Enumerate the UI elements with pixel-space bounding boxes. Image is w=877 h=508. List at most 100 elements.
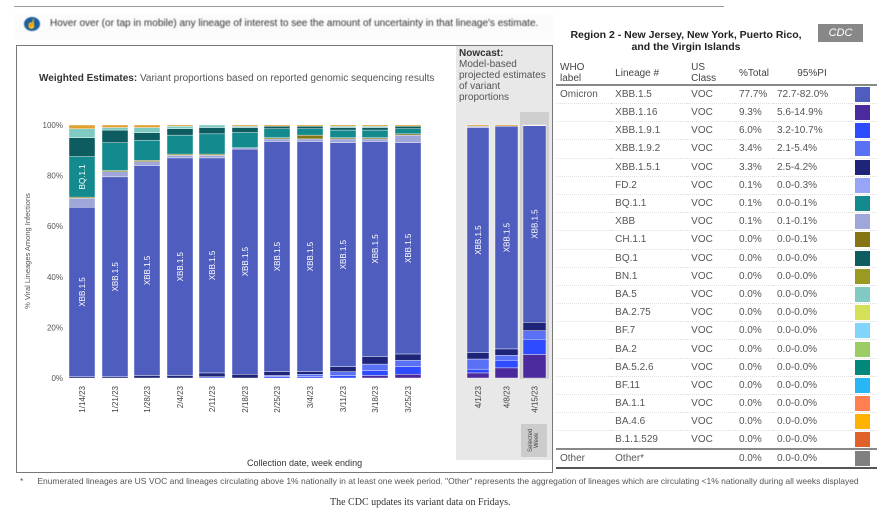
bar-segment-ba-5[interactable] (101, 127, 129, 131)
bar-segment-bq-1[interactable] (263, 126, 291, 129)
bar-segment-xbb-1-5[interactable] (361, 141, 389, 357)
bar-segment-bq-1[interactable] (166, 128, 194, 136)
bar-segment-xbb-1-5-1[interactable] (329, 366, 357, 372)
bar-segment-other[interactable] (101, 124, 129, 128)
bar-segment-bq-1-1[interactable] (296, 128, 324, 136)
bar-segment-bq-1-1[interactable] (166, 134, 194, 155)
lineage-row[interactable]: BA.5.2.6 VOC 0.0% 0.0-0.0% (556, 358, 877, 377)
bar-segment-xbb-1-5-1[interactable] (494, 348, 519, 356)
bar-segment-xbb[interactable] (394, 134, 422, 143)
bar-segment-other[interactable] (296, 124, 324, 127)
bar-segment-bq-1[interactable] (296, 126, 324, 129)
bar-segment-xbb-1-9-2[interactable] (296, 374, 324, 377)
bar-segment-bq-1[interactable] (394, 126, 422, 129)
bar-segment-xbb-1-9-1[interactable] (329, 375, 357, 379)
bar-segment-xbb-1-5-1[interactable] (522, 322, 547, 331)
bar-segment-other[interactable] (231, 124, 259, 127)
bar-segment-xbb-1-9-2[interactable] (329, 371, 357, 376)
bar-segment-other[interactable] (394, 124, 422, 127)
bar-segment-xbb-1-5-1[interactable] (231, 374, 259, 379)
bar-segment-xbb-1-9-1[interactable] (522, 339, 547, 355)
bar-segment-xbb-1-5-1[interactable] (263, 371, 291, 376)
bar-segment-ba-5[interactable] (68, 128, 96, 138)
bar-segment-xbb[interactable] (361, 138, 389, 142)
bar-segment-xbb-1-9-1[interactable] (494, 360, 519, 369)
bar-segment-xbb-1-9-1[interactable] (361, 370, 389, 376)
bar-segment-bq-1[interactable] (133, 132, 161, 141)
lineage-row[interactable]: BN.1 VOC 0.0% 0.0-0.0% (556, 267, 877, 286)
bar-segment-xbb-1-16[interactable] (494, 367, 519, 379)
selected-week-badge[interactable]: Selected Week (521, 424, 547, 457)
bar-segment-xbb[interactable] (133, 161, 161, 166)
bar-segment-xbb[interactable] (166, 155, 194, 159)
lineage-row[interactable]: B.1.1.529 VOC 0.0% 0.0-0.0% (556, 430, 877, 450)
bar-segment-xbb-1-16[interactable] (466, 372, 490, 379)
bar-segment-xbb-1-5[interactable] (394, 142, 422, 355)
bar-segment-xbb-1-16[interactable] (522, 354, 547, 379)
bar-segment-xbb-1-5[interactable] (133, 165, 161, 376)
lineage-row[interactable]: BF.11 VOC 0.0% 0.0-0.0% (556, 376, 877, 396)
bar-segment-xbb[interactable] (263, 138, 291, 142)
bar-segment-other[interactable] (263, 124, 291, 127)
bar-segment-bq-1[interactable] (101, 129, 129, 143)
bar-segment-ch-1-1[interactable] (296, 134, 324, 140)
bar-segment-other[interactable] (494, 124, 519, 127)
bar-segment-bq-1[interactable] (198, 127, 226, 135)
bar-segment-xbb-1-5[interactable] (263, 141, 291, 372)
bar-segment-other[interactable] (361, 124, 389, 127)
bar-segment-bq-1-1[interactable] (198, 133, 226, 155)
bar-segment-bq-1-1[interactable] (101, 142, 129, 171)
bar-segment-xbb-1-5[interactable] (101, 176, 129, 377)
bar-segment-bq-1[interactable] (68, 137, 96, 157)
bar-segment-xbb-1-9-2[interactable] (494, 355, 519, 361)
bar-segment-bq-1[interactable] (231, 127, 259, 133)
lineage-row[interactable]: CH.1.1 VOC 0.0% 0.0-0.1% (556, 230, 877, 250)
lineage-row[interactable]: XBB.1.9.2 VOC 3.4% 2.1-5.4% (556, 139, 877, 159)
bar-segment-xbb-1-5-1[interactable] (361, 356, 389, 365)
bar-segment-xbb-1-9-2[interactable] (466, 358, 490, 370)
bar-segment-other[interactable] (166, 124, 194, 127)
bar-segment-xbb-1-5[interactable] (231, 148, 259, 375)
bar-segment-xbb-1-5-1[interactable] (296, 371, 324, 375)
bar-segment-bq-1-1[interactable] (329, 129, 357, 138)
bar-segment-xbb-1-5[interactable] (198, 157, 226, 374)
bar-segment-bq-1-1[interactable] (394, 128, 422, 135)
lineage-row[interactable]: XBB VOC 0.1% 0.1-0.1% (556, 212, 877, 232)
bar-segment-xbb-1-5-1[interactable] (466, 352, 490, 360)
lineage-row[interactable]: BA.5 VOC 0.0% 0.0-0.0% (556, 285, 877, 305)
bar-segment-other[interactable] (68, 124, 96, 129)
lineage-row[interactable]: FD.2 VOC 0.1% 0.0-0.3% (556, 176, 877, 195)
bar-segment-xbb[interactable] (329, 138, 357, 143)
bar-segment-ba-5[interactable] (198, 124, 226, 128)
bar-segment-xbb-1-9-1[interactable] (394, 366, 422, 375)
lineage-row[interactable]: BA.1.1 VOC 0.0% 0.0-0.0% (556, 394, 877, 414)
bar-segment-other[interactable] (133, 124, 161, 128)
lineage-row[interactable]: XBB.1.9.1 VOC 6.0% 3.2-10.7% (556, 121, 877, 141)
bar-segment-other[interactable] (466, 124, 490, 127)
bar-segment-xbb-1-5-1[interactable] (198, 372, 226, 377)
bar-segment-other[interactable] (329, 124, 357, 127)
bar-segment-xbb-1-9-1[interactable] (466, 368, 490, 374)
lineage-row[interactable]: BF.7 VOC 0.0% 0.0-0.0% (556, 321, 877, 341)
bar-segment-xbb-1-16[interactable] (361, 375, 389, 379)
bar-segment-xbb[interactable] (296, 138, 324, 142)
bar-segment-bq-1-1[interactable] (133, 139, 161, 161)
bar-segment-xbb[interactable] (68, 198, 96, 208)
lineage-row[interactable]: Omicron XBB.1.5 VOC 77.7% 72.7-82.0% (556, 85, 877, 104)
lineage-row[interactable]: BQ.1.1 VOC 0.1% 0.0-0.1% (556, 194, 877, 214)
bar-segment-bq-1[interactable] (329, 127, 357, 131)
bar-segment-bq-1-1[interactable] (263, 128, 291, 138)
lineage-row[interactable]: BQ.1 VOC 0.0% 0.0-0.0% (556, 249, 877, 268)
lineage-row[interactable]: XBB.1.5.1 VOC 3.3% 2.5-4.2% (556, 158, 877, 177)
bar-segment-xbb[interactable] (198, 155, 226, 159)
bar-segment-ba-5[interactable] (166, 126, 194, 129)
bar-segment-ba-5[interactable] (133, 127, 161, 133)
bar-segment-xbb-1-5-1[interactable] (394, 353, 422, 361)
bar-segment-bq-1[interactable] (361, 127, 389, 131)
bar-segment-xbb[interactable] (101, 171, 129, 178)
bar-segment-xbb-1-5-1[interactable] (166, 375, 194, 379)
lineage-row[interactable]: BA.2.75 VOC 0.0% 0.0-0.0% (556, 303, 877, 323)
lineage-row[interactable]: BA.4.6 VOC 0.0% 0.0-0.0% (556, 412, 877, 432)
lineage-row[interactable]: XBB.1.16 VOC 9.3% 5.6-14.9% (556, 103, 877, 123)
bar-segment-bq-1-1[interactable] (361, 129, 389, 138)
